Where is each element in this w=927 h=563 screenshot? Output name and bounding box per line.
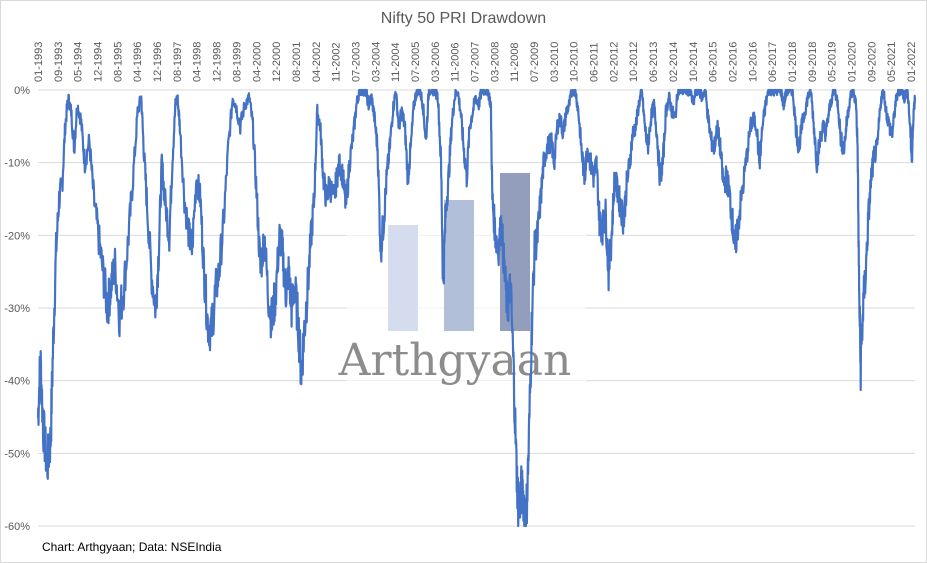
x-tick-label: 10-2012 (628, 42, 640, 82)
x-tick-label: 01-1993 (33, 42, 45, 82)
x-tick-label: 07-2003 (350, 42, 362, 82)
x-tick-label: 02-2014 (668, 42, 680, 82)
x-tick-label: 12-2000 (271, 42, 283, 82)
x-tick-label: 04-1998 (192, 42, 204, 82)
source-note: Chart: Arthgyaan; Data: NSEIndia (42, 540, 222, 554)
x-tick-label: 09-1993 (53, 42, 65, 82)
x-tick-label: 11-2004 (390, 42, 402, 82)
x-axis-labels: 01-1993 09-1993 05-1994 12-1994 08-1995 04-19… (33, 42, 918, 82)
x-tick-label: 04-1996 (132, 42, 144, 82)
x-tick-label: 10-2010 (569, 42, 581, 82)
x-tick-label: 05-2021 (886, 42, 898, 82)
watermark-text: Arthgyaan (338, 335, 572, 386)
x-tick-label: 12-1994 (93, 42, 105, 82)
x-tick-label: 06-2013 (648, 42, 660, 82)
x-tick-label: 09-2018 (807, 42, 819, 82)
x-tick-label: 06-2017 (767, 42, 779, 82)
y-tick-label: -20% (4, 230, 30, 242)
x-tick-label: 03-2006 (430, 42, 442, 82)
x-tick-label: 08-1995 (112, 42, 124, 82)
x-tick-label: 03-2008 (489, 42, 501, 82)
y-tick-label: 0% (14, 85, 30, 97)
x-tick-label: 07-2007 (470, 42, 482, 82)
x-tick-label: 02-2016 (727, 42, 739, 82)
x-tick-label: 06-2015 (708, 42, 720, 82)
x-tick-label: 04-2000 (251, 42, 263, 82)
x-tick-label: 07-2005 (410, 42, 422, 82)
x-tick-label: 12-1996 (152, 42, 164, 82)
x-tick-label: 01-2020 (846, 42, 858, 82)
y-tick-label: -10% (4, 158, 30, 170)
x-tick-label: 06-2011 (589, 42, 601, 82)
x-tick-label: 08-2001 (291, 42, 303, 82)
x-tick-label: 05-1994 (73, 42, 85, 82)
y-tick-label: -50% (4, 448, 30, 460)
x-tick-label: 02-2012 (608, 42, 620, 82)
x-tick-label: 05-2019 (827, 42, 839, 82)
x-tick-label: 11-2006 (450, 42, 462, 82)
x-tick-label: 03-2004 (370, 42, 382, 82)
chart-title: Nifty 50 PRI Drawdown (380, 10, 547, 27)
y-tick-label: -30% (4, 303, 30, 315)
x-tick-label: 08-1999 (231, 42, 243, 82)
x-tick-label: 11-2002 (331, 42, 343, 82)
x-tick-label: 08-1997 (172, 42, 184, 82)
x-tick-label: 03-2010 (549, 42, 561, 82)
drawdown-series-line (36, 88, 917, 528)
x-tick-label: 07-2009 (529, 42, 541, 82)
watermark: Arthgyaan (338, 173, 586, 390)
x-tick-label: 01-2022 (906, 42, 918, 82)
y-axis-labels: 0% -10% -20% -30% -40% -50% -60% (4, 85, 30, 533)
y-tick-label: -40% (4, 376, 30, 388)
x-tick-label: 10-2016 (747, 42, 759, 82)
x-tick-label: 11-2008 (509, 42, 521, 82)
x-tick-label: 01-2018 (787, 42, 799, 82)
y-tick-label: -60% (4, 521, 30, 533)
x-tick-label: 09-2020 (866, 42, 878, 82)
x-tick-label: 10-2014 (688, 42, 700, 82)
x-tick-label: 04-2002 (311, 42, 323, 82)
x-tick-label: 12-1998 (212, 42, 224, 82)
